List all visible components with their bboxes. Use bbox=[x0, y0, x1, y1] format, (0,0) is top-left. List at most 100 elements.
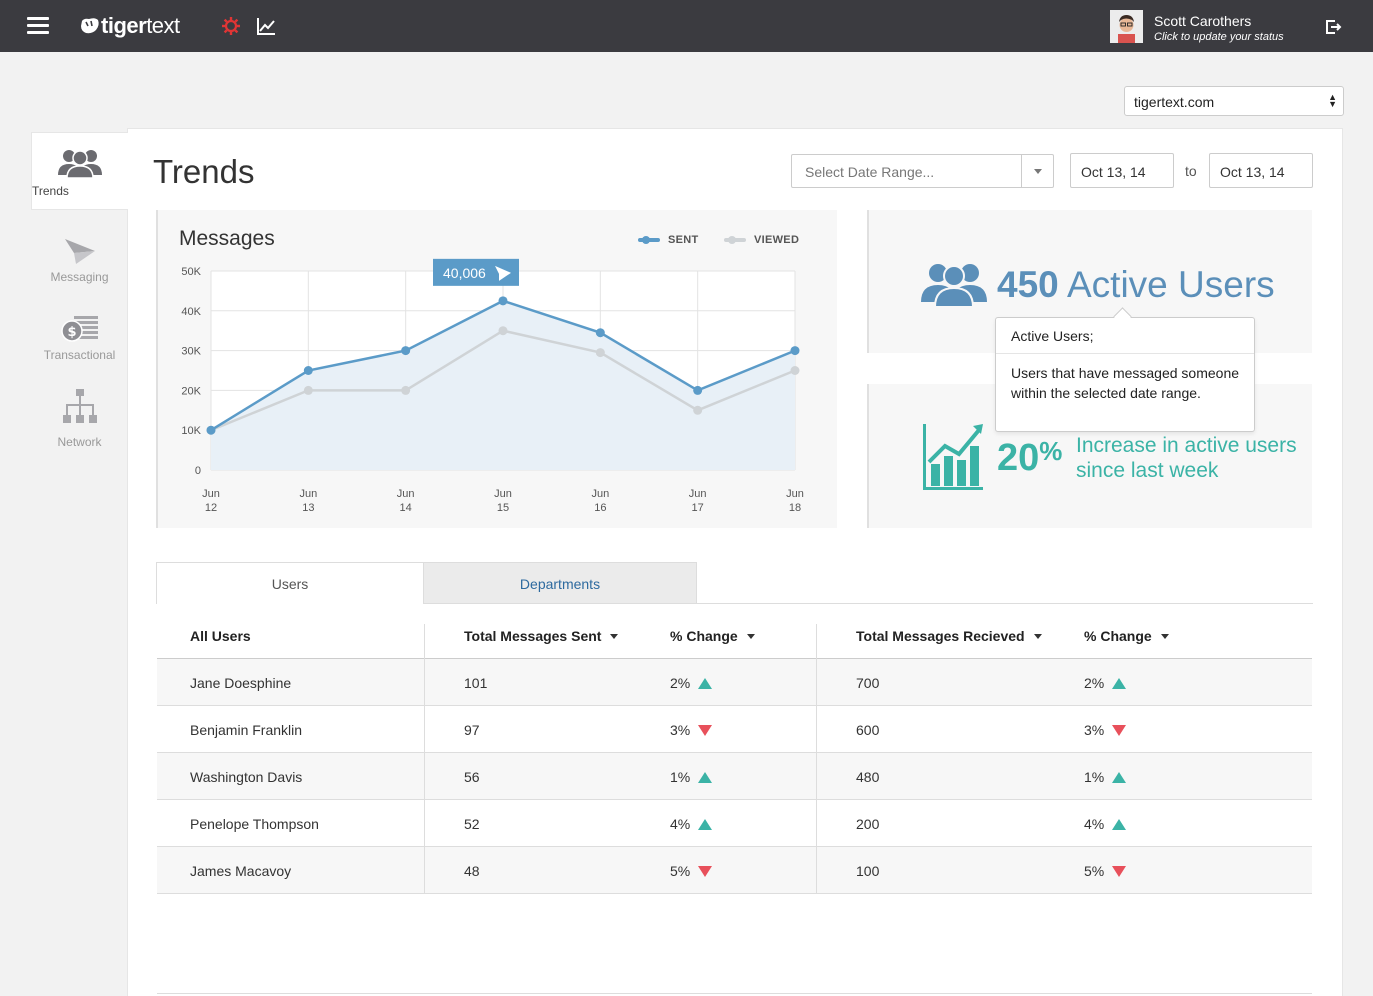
active-users-tooltip: Active Users; Users that have messaged s… bbox=[995, 317, 1255, 432]
header-received-change[interactable]: % Change bbox=[1084, 628, 1169, 644]
data-point-viewed bbox=[693, 405, 703, 415]
trend-up-icon bbox=[1112, 819, 1127, 830]
table-cell-sent-change: 5% bbox=[670, 863, 713, 879]
paper-plane-icon bbox=[495, 265, 511, 281]
increase-unit: % bbox=[1039, 436, 1063, 466]
cell-value: 56 bbox=[464, 769, 480, 785]
cell-value: 5% bbox=[670, 863, 691, 879]
data-point-viewed bbox=[595, 348, 605, 358]
cell-value: Penelope Thompson bbox=[190, 816, 319, 832]
legend-label-sent: SENT bbox=[668, 234, 699, 246]
to-date-input[interactable]: Oct 13, 14 bbox=[1209, 153, 1313, 188]
x-tick-label: Jun 18 bbox=[786, 488, 804, 514]
legend-swatch-sent bbox=[638, 236, 660, 244]
header-all-users: All Users bbox=[190, 628, 251, 644]
data-point-sent bbox=[303, 366, 313, 375]
y-tick-label: 20K bbox=[181, 385, 201, 397]
table-cell-received-change: 1% bbox=[1084, 769, 1127, 785]
x-tick-label: Jun 15 bbox=[494, 488, 512, 514]
user-status-link[interactable]: Click to update your status bbox=[1154, 31, 1284, 43]
brand-logo[interactable]: tigertext bbox=[80, 12, 180, 40]
y-tick-label: 10K bbox=[181, 425, 201, 437]
cell-value: Washington Davis bbox=[190, 769, 303, 785]
column-divider bbox=[816, 624, 817, 893]
domain-select-value: tigertext.com bbox=[1134, 94, 1215, 110]
table-cell-sent: 56 bbox=[464, 769, 480, 785]
chevron-down-icon[interactable] bbox=[1021, 155, 1053, 187]
chart-title: Messages bbox=[179, 227, 275, 250]
table-row[interactable]: James Macavoy 48 5% 100 5% bbox=[157, 847, 1312, 894]
table-row[interactable]: Jane Doesphine 101 2% 700 2% bbox=[157, 659, 1312, 706]
table-cell-received: 200 bbox=[856, 816, 879, 832]
users-icon bbox=[58, 150, 102, 179]
table-cell-name: Washington Davis bbox=[190, 769, 302, 785]
trend-down-icon bbox=[1112, 866, 1127, 877]
trends-chart-icon[interactable] bbox=[255, 15, 277, 37]
table-cell-sent: 101 bbox=[464, 675, 487, 691]
table-cell-received: 100 bbox=[856, 863, 879, 879]
legend-label-viewed: VIEWED bbox=[754, 234, 800, 246]
sidebar-item-trends[interactable]: Trends bbox=[31, 132, 128, 210]
x-tick-label: Jun 14 bbox=[397, 488, 415, 514]
cell-value: 100 bbox=[856, 863, 880, 879]
trend-up-icon bbox=[698, 678, 713, 689]
increase-percentage: 20% bbox=[997, 436, 1062, 480]
table-row[interactable]: Washington Davis 56 1% 480 1% bbox=[157, 753, 1312, 800]
sidebar-item-label: Messaging bbox=[50, 270, 109, 284]
domain-select[interactable]: tigertext.com ▲ ▼ bbox=[1124, 86, 1344, 116]
from-date-input[interactable]: Oct 13, 14 bbox=[1070, 153, 1174, 188]
cell-value: 2% bbox=[1084, 675, 1105, 691]
sort-caret-icon bbox=[746, 634, 755, 639]
logo-mark-icon bbox=[81, 18, 99, 34]
table-cell-sent: 97 bbox=[464, 722, 480, 738]
date-range-select[interactable]: Select Date Range... bbox=[791, 154, 1054, 188]
table-cell-sent-change: 3% bbox=[670, 722, 713, 738]
y-tick-label: 40K bbox=[181, 306, 201, 318]
tooltip-title: Active Users; bbox=[1011, 328, 1094, 344]
sort-caret-icon bbox=[1160, 634, 1169, 639]
cell-value: 700 bbox=[856, 675, 880, 691]
legend-item-sent[interactable]: SENT bbox=[638, 234, 699, 246]
sidebar-item-label: Transactional bbox=[43, 348, 116, 362]
cell-value: 1% bbox=[670, 769, 691, 785]
table-cell-name: Benjamin Franklin bbox=[190, 722, 302, 738]
tab-users[interactable]: Users bbox=[156, 562, 424, 604]
table-cell-received-change: 4% bbox=[1084, 816, 1127, 832]
table-cell-received: 700 bbox=[856, 675, 879, 691]
increase-value: 20 bbox=[997, 437, 1040, 479]
sidebar-item-network[interactable]: Network bbox=[31, 388, 128, 450]
sidebar-item-transactional[interactable]: $ Transactional bbox=[31, 314, 128, 366]
menu-icon[interactable] bbox=[27, 17, 49, 35]
header-total-sent[interactable]: Total Messages Sent bbox=[464, 628, 619, 644]
table-cell-name: Jane Doesphine bbox=[190, 675, 291, 691]
y-tick-label: 50K bbox=[181, 266, 201, 278]
network-icon bbox=[62, 389, 97, 423]
settings-gear-icon[interactable] bbox=[220, 15, 242, 37]
header-sent-change[interactable]: % Change bbox=[670, 628, 755, 644]
cell-value: 5% bbox=[1084, 863, 1105, 879]
dollar-icon: $ bbox=[60, 316, 98, 342]
growth-chart-icon bbox=[923, 424, 983, 490]
value-callout-label: 40,006 bbox=[443, 265, 486, 281]
table-cell-received: 600 bbox=[856, 722, 879, 738]
user-profile[interactable]: Scott Carothers Click to update your sta… bbox=[1103, 0, 1373, 52]
header-total-received[interactable]: Total Messages Recieved bbox=[856, 628, 1042, 644]
data-point-sent bbox=[790, 346, 800, 356]
table-row[interactable]: Penelope Thompson 52 4% 200 4% bbox=[157, 800, 1312, 847]
user-name[interactable]: Scott Carothers bbox=[1154, 13, 1252, 29]
table-header-divider bbox=[157, 658, 1312, 659]
legend-swatch-viewed bbox=[724, 236, 746, 244]
trend-down-icon bbox=[698, 725, 713, 736]
data-point-sent bbox=[595, 328, 605, 338]
avatar[interactable] bbox=[1110, 10, 1143, 43]
cell-value: 52 bbox=[464, 816, 480, 832]
panel-bottom-divider bbox=[157, 993, 1312, 994]
table-row[interactable]: Benjamin Franklin 97 3% 600 3% bbox=[157, 706, 1312, 753]
sidebar-item-messaging[interactable]: Messaging bbox=[31, 236, 128, 288]
tab-departments[interactable]: Departments bbox=[424, 562, 697, 604]
data-point-viewed bbox=[498, 326, 508, 336]
cell-value: 600 bbox=[856, 722, 880, 738]
active-users-label: Active Users bbox=[1066, 264, 1275, 305]
legend-item-viewed[interactable]: VIEWED bbox=[724, 234, 799, 246]
logout-icon[interactable] bbox=[1324, 18, 1342, 36]
